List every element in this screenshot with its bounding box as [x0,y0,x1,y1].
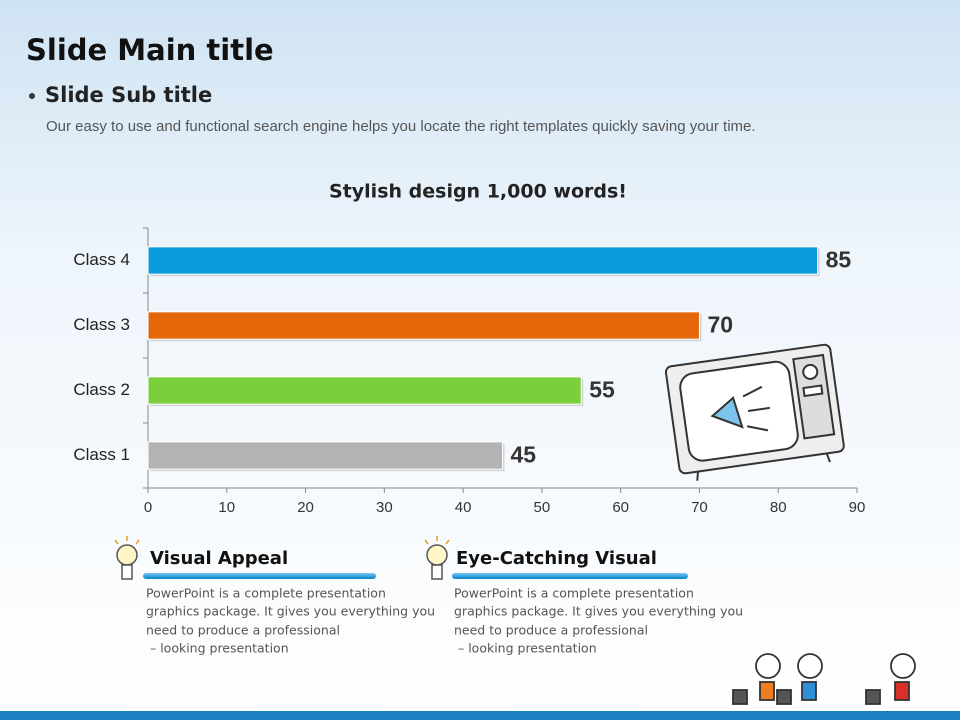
y-tick-label: Class 1 [73,445,130,464]
value-label: 45 [511,442,537,468]
y-tick-label: Class 3 [73,315,130,334]
bar [147,441,503,470]
x-tick-label: 60 [612,499,629,516]
x-tick-label: 40 [455,499,472,516]
slide-subtitle: Slide Sub title [45,83,212,107]
feature-title: Visual Appeal [150,548,288,569]
x-tick-label: 10 [218,499,235,516]
feature-text: need to produce a professional [146,623,340,638]
bar [147,376,582,405]
x-tick-label: 90 [849,499,866,516]
bulb-icon [114,536,140,580]
bullet [29,93,35,99]
x-tick-label: 0 [144,499,152,516]
x-tick-label: 30 [376,499,393,516]
y-tick-label: Class 4 [73,250,130,269]
feature-1: Visual Appeal PowerPoint is a complete p… [114,536,435,656]
feature-text: PowerPoint is a complete presentation [454,586,694,601]
y-tick-label: Class 2 [73,380,130,399]
feature-text: – looking presentation [454,641,597,656]
bar [147,246,819,275]
value-label: 55 [589,377,615,403]
underline [143,573,376,579]
feature-2: Eye-Catching Visual PowerPoint is a comp… [424,536,743,656]
feature-text: graphics package. It gives you everythin… [454,604,743,619]
x-tick-label: 20 [297,499,314,516]
tv-illustration [664,343,845,481]
underline [452,573,688,579]
x-tick-label: 50 [534,499,551,516]
figures [732,653,916,705]
slide-title: Slide Main title [26,33,274,67]
value-label: 70 [707,312,733,338]
feature-text: – looking presentation [146,641,289,656]
value-label: 85 [826,247,852,273]
footer-bar [0,711,960,720]
feature-text: need to produce a professional [454,623,648,638]
description: Our easy to use and functional search en… [46,118,756,135]
feature-text: PowerPoint is a complete presentation [146,586,386,601]
x-tick-label: 70 [691,499,708,516]
feature-text: graphics package. It gives you everythin… [146,604,435,619]
chart-title: Stylish design 1,000 words! [329,181,627,203]
feature-title: Eye-Catching Visual [456,548,657,569]
x-tick-label: 80 [770,499,787,516]
bar [147,311,700,340]
bulb-icon [424,536,450,580]
